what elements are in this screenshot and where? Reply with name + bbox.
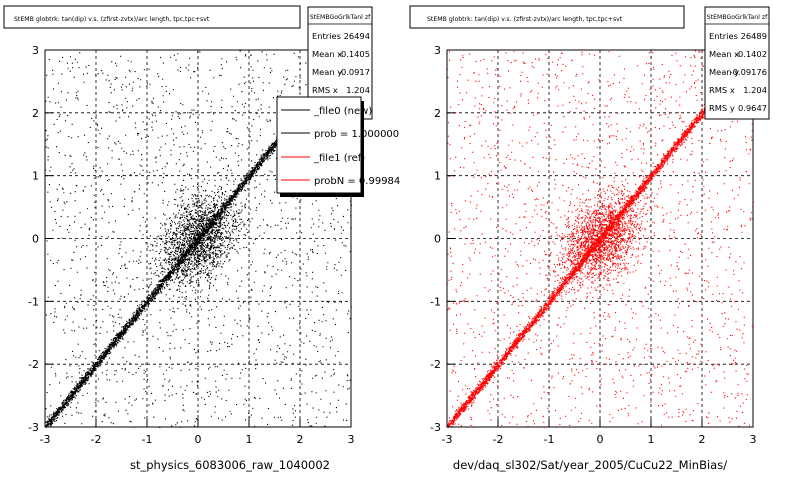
x-tick-label: -3: [40, 433, 51, 446]
left-stats-entries-value: 26494: [344, 31, 370, 41]
right-stats-name: StEMBGoGrlkTanl zf: [707, 14, 768, 21]
legend-label-prob: prob = 1.000000: [314, 129, 399, 140]
x-tick-label: 0: [195, 433, 202, 446]
x-tick-label: 3: [348, 433, 355, 446]
right-stats-meanx-value: -0.1402: [735, 49, 767, 59]
left-x-ticks: -3 -2 -1 0 1 2 3: [40, 419, 355, 446]
legend-label-ref: _file1 (ref): [313, 153, 365, 164]
y-tick-label: 3: [32, 44, 39, 57]
y-tick-label: -1: [28, 295, 39, 308]
scatter-points: [45, 50, 352, 428]
right-y-ticks: -3 -2 -1 0 1 2 3: [430, 44, 455, 434]
x-tick-label: -2: [91, 433, 102, 446]
right-x-ticks: -3 -2 -1 0 1 2 3: [442, 419, 757, 446]
y-tick-label: -3: [28, 421, 39, 434]
left-stats-meany-label: Mean y: [312, 67, 342, 77]
x-tick-label: -1: [544, 433, 555, 446]
right-stats-meany-value: -0.09176: [730, 67, 767, 77]
left-stats-meanx-value: -0.1405: [338, 49, 370, 59]
right-x-axis-label: dev/daq_sl302/Sat/year_2005/CuCu22_MinBi…: [453, 458, 727, 472]
right-stats-rmsx-label: RMS x: [709, 85, 735, 95]
left-stats-entries-label: Entries: [312, 31, 341, 41]
x-tick-label: 0: [597, 433, 604, 446]
y-tick-label: -3: [430, 421, 441, 434]
right-stats-rmsy-value: 0.9647: [738, 103, 767, 113]
left-title: StEMB globtrk: tan(dip) v.s. (zfirst-zvt…: [14, 16, 210, 23]
scatter-points: [447, 50, 755, 429]
left-stats-rmsx-label: RMS x: [312, 85, 338, 95]
left-panel: StEMB globtrk: tan(dip) v.s. (zfirst-zvt…: [3, 5, 400, 472]
y-tick-label: 3: [434, 44, 441, 57]
legend-box: [276, 96, 362, 194]
right-stats-meany-label: Mean y: [709, 67, 739, 77]
left-y-ticks: -3 -2 -1 0 1 2 3: [28, 44, 53, 434]
right-title-box: [409, 5, 685, 29]
x-tick-label: -2: [493, 433, 504, 446]
left-stats-meany-value: -0.0917: [338, 67, 370, 77]
x-tick-label: -3: [442, 433, 453, 446]
left-stats-name: StEMBGoGrlkTanl zf: [310, 14, 371, 21]
right-stats-rmsx-value: 1.204: [743, 85, 767, 95]
legend-label-new: _file0 (new): [313, 106, 372, 117]
x-tick-label: 2: [699, 433, 706, 446]
right-stats-entries-value: 26489: [741, 31, 767, 41]
left-title-box: [3, 5, 301, 29]
y-tick-label: 0: [434, 233, 441, 246]
x-tick-label: 1: [648, 433, 655, 446]
right-stats-box: StEMBGoGrlkTanl zf Entries 26489 Mean x …: [704, 6, 770, 120]
legend-label-probn: probN = 0.99984: [314, 176, 400, 187]
y-tick-label: -2: [28, 358, 39, 371]
x-tick-label: 2: [297, 433, 304, 446]
right-stats-meanx-label: Mean x: [709, 49, 739, 59]
legend: _file0 (new) prob = 1.000000 _file1 (ref…: [276, 96, 400, 197]
left-stats-meanx-label: Mean x: [312, 49, 342, 59]
y-tick-label: -1: [430, 295, 441, 308]
left-stats-rmsx-value: 1.204: [346, 85, 370, 95]
right-scatter-points: [447, 50, 755, 429]
x-tick-label: 3: [750, 433, 757, 446]
y-tick-label: 0: [32, 233, 39, 246]
y-tick-label: 2: [434, 107, 441, 120]
right-panel: StEMB globtrk: tan(dip) v.s. (zfirst-zvt…: [409, 5, 770, 472]
right-stats-rmsy-label: RMS y: [709, 103, 735, 113]
y-tick-label: -2: [430, 358, 441, 371]
right-title: StEMB globtrk: tan(dip) v.s. (zfirst-zvt…: [427, 16, 623, 23]
left-scatter-points: [45, 50, 352, 428]
y-tick-label: 1: [434, 170, 441, 183]
left-x-axis-label: st_physics_6083006_raw_1040002: [130, 458, 330, 472]
y-tick-label: 1: [32, 170, 39, 183]
y-tick-label: 2: [32, 107, 39, 120]
right-stats-entries-label: Entries: [709, 31, 738, 41]
x-tick-label: 1: [246, 433, 253, 446]
x-tick-label: -1: [142, 433, 153, 446]
